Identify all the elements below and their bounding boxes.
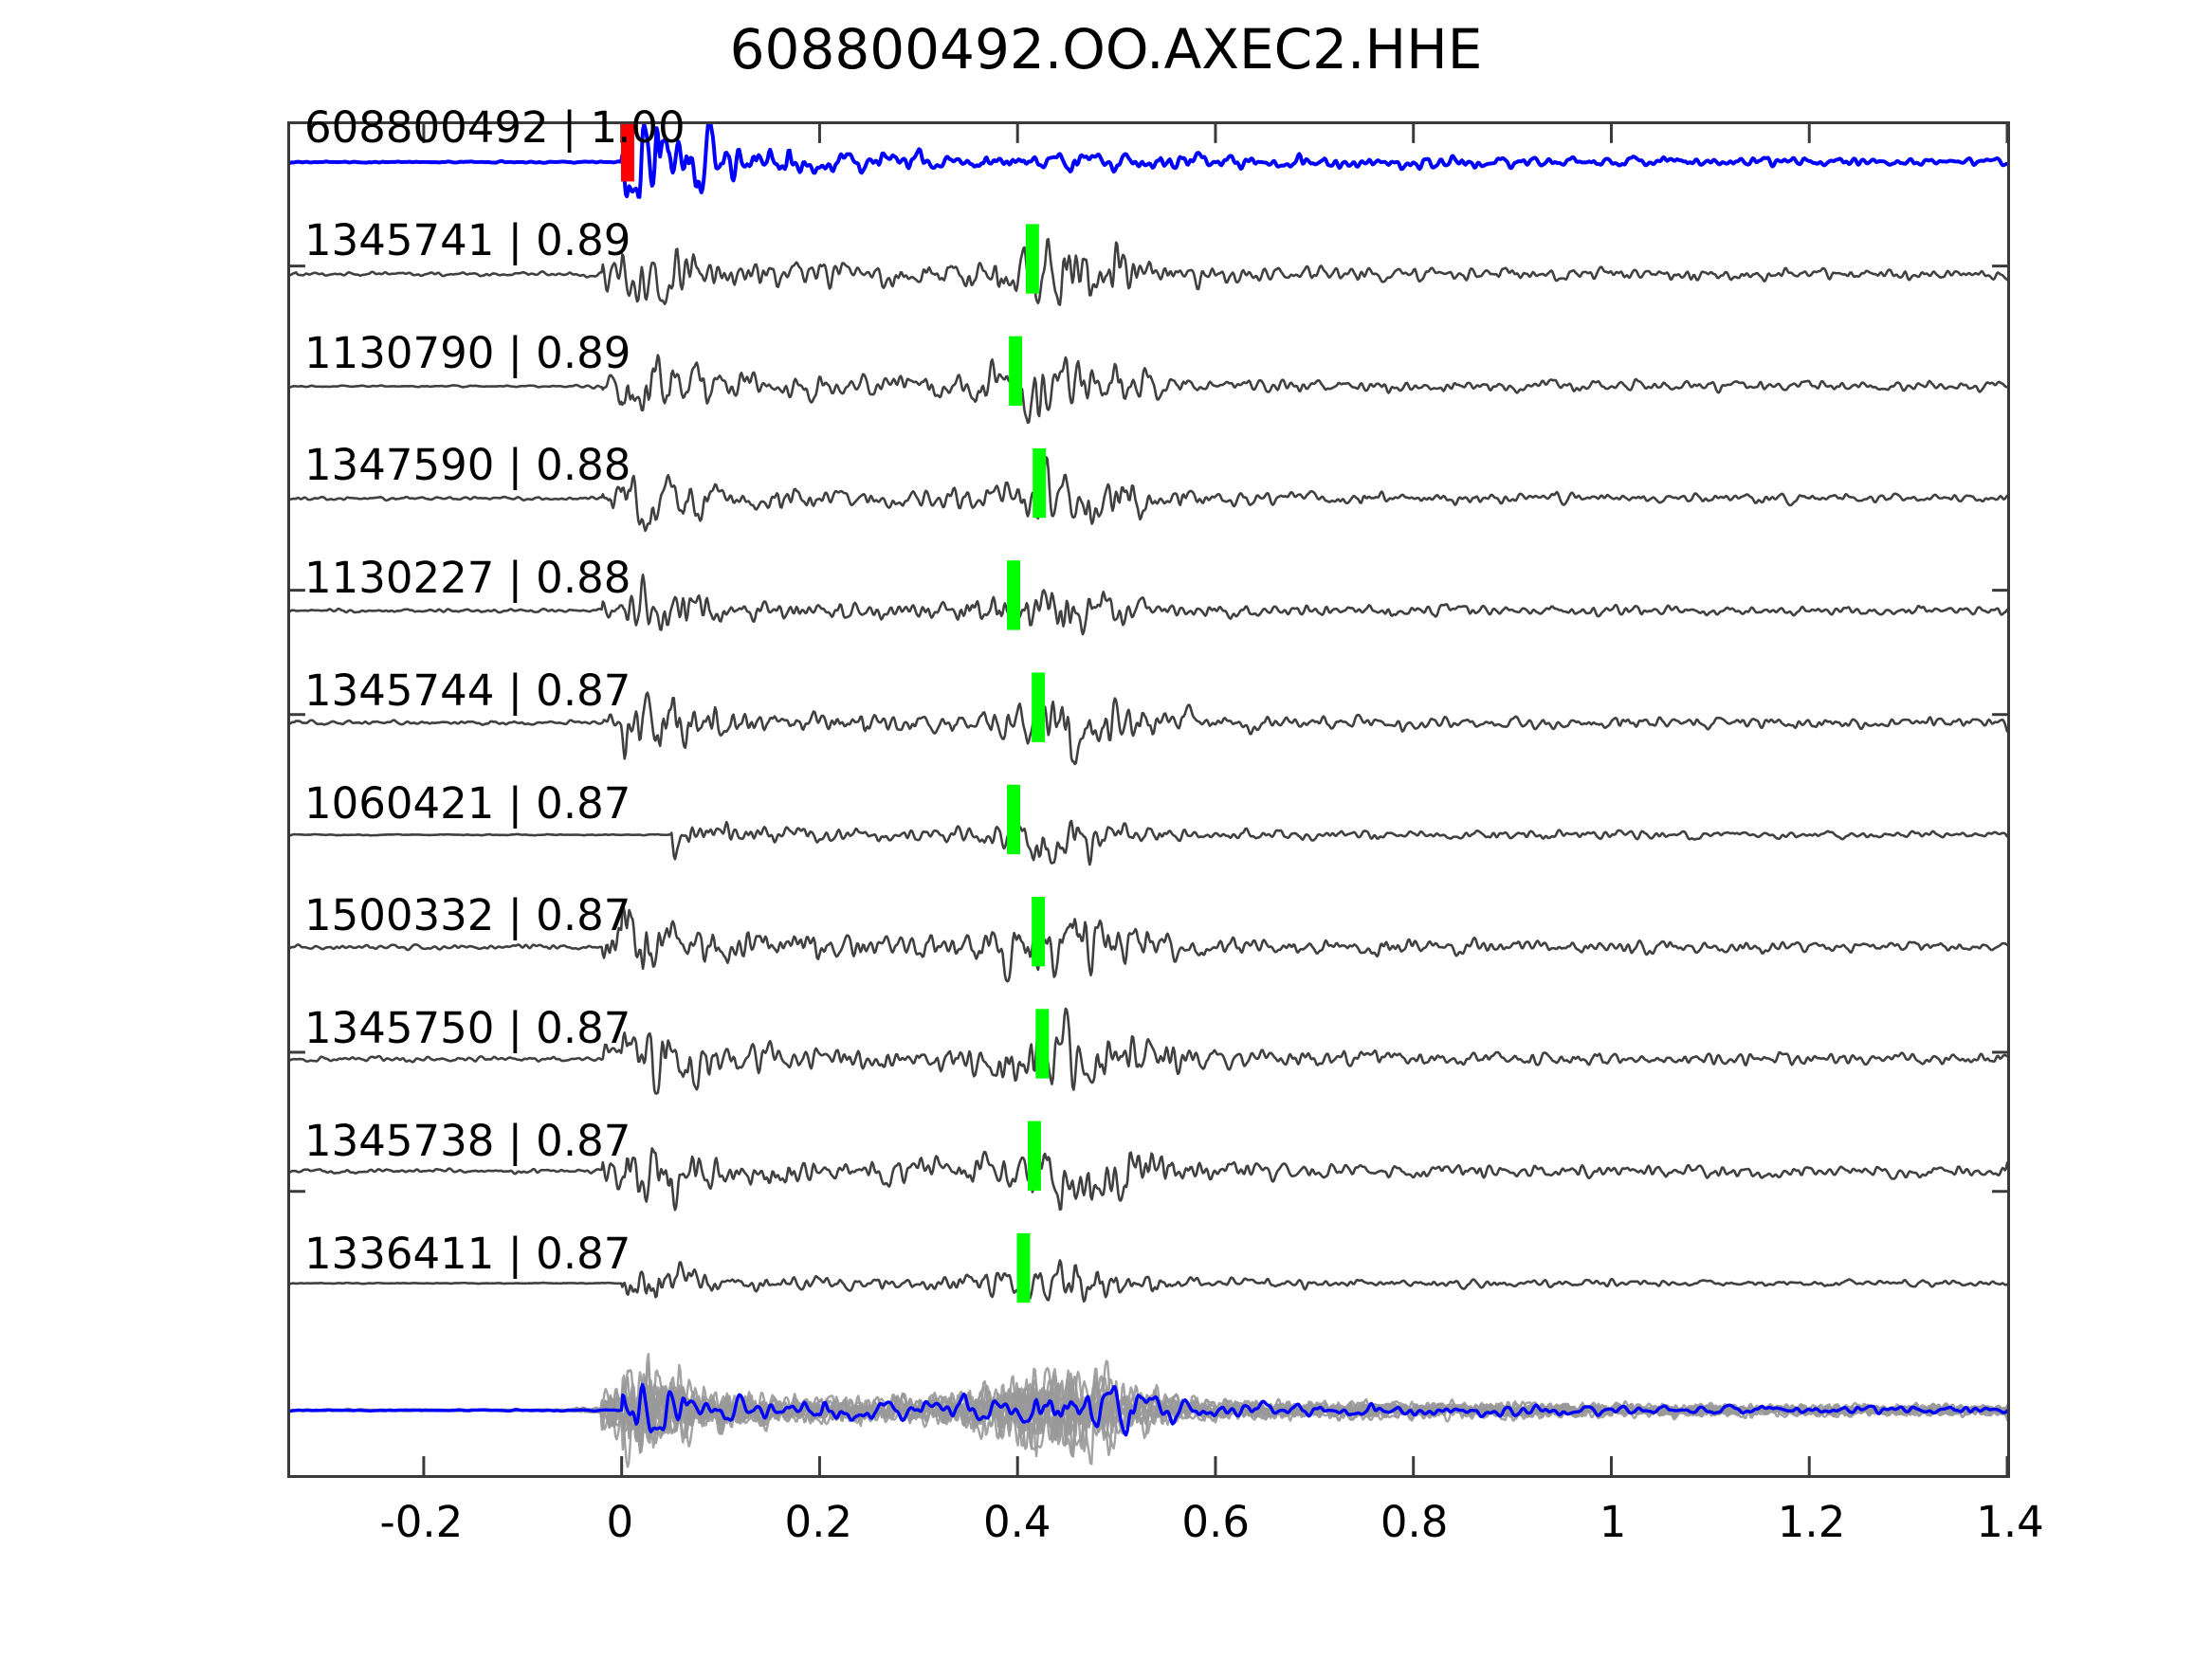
trace-label-1345741: 1345741 | 0.89	[304, 214, 631, 265]
trace-label-1130790: 1130790 | 0.89	[304, 327, 631, 378]
x-tick-label-2: 0.2	[784, 1497, 853, 1547]
trace-label-1345744: 1345744 | 0.87	[304, 665, 631, 716]
detection-pick-1345738[interactable]	[1027, 1121, 1041, 1191]
waveform-trace-1500332	[290, 905, 2007, 983]
detection-pick-1130227[interactable]	[1007, 560, 1020, 630]
detection-pick-1060421[interactable]	[1007, 784, 1020, 855]
waveform-trace-1345750	[290, 1007, 2007, 1095]
stack-reference-trace	[290, 1382, 2007, 1437]
trace-label-1500332: 1500332 | 0.87	[304, 890, 631, 941]
trace-label-1060421: 1060421 | 0.87	[304, 777, 631, 829]
x-tick-label-5: 0.8	[1380, 1497, 1449, 1547]
waveform-trace-608800492	[290, 124, 2007, 199]
waveform-trace-1347590	[290, 456, 2007, 533]
detection-pick-1345744[interactable]	[1032, 672, 1046, 742]
detection-pick-1345741[interactable]	[1025, 224, 1039, 294]
stack-gray-trace	[290, 1359, 2007, 1441]
x-tick-label-8: 1.4	[1976, 1497, 2044, 1547]
trace-label-1345750: 1345750 | 0.87	[304, 1003, 631, 1054]
detection-pick-1336411[interactable]	[1016, 1232, 1031, 1304]
waveform-trace-1130227	[290, 574, 2007, 636]
detection-pick-1500332[interactable]	[1032, 897, 1046, 967]
waveform-traces	[290, 124, 2007, 1475]
x-tick-label-7: 1.2	[1777, 1497, 1846, 1547]
waveform-trace-1345741	[290, 237, 2007, 306]
waveform-trace-1336411	[290, 1259, 2007, 1304]
x-tick-label-0: -0.2	[379, 1497, 464, 1547]
x-tick-label-6: 1	[1599, 1497, 1627, 1547]
trace-label-1345738: 1345738 | 0.87	[304, 1116, 631, 1167]
template-pick-608800492[interactable]	[620, 124, 634, 182]
detection-pick-1130790[interactable]	[1009, 336, 1023, 406]
waveform-trace-1130790	[290, 354, 2007, 425]
trace-label-1130227: 1130227 | 0.88	[304, 553, 631, 604]
trace-label-1347590: 1347590 | 0.88	[304, 440, 631, 491]
page-title: 608800492.OO.AXEC2.HHE	[729, 17, 1483, 82]
plot-axes[interactable]	[287, 121, 2010, 1478]
waveform-trace-1345738	[290, 1147, 2007, 1212]
waveform-trace-1060421	[290, 819, 2007, 866]
x-tick-label-4: 0.6	[1181, 1497, 1250, 1547]
detection-pick-1347590[interactable]	[1033, 447, 1047, 519]
trace-label-1336411: 1336411 | 0.87	[304, 1228, 631, 1279]
x-tick-label-3: 0.4	[982, 1497, 1051, 1547]
detection-pick-1345750[interactable]	[1035, 1009, 1050, 1079]
trace-label-608800492: 608800492 | 1.00	[304, 102, 686, 154]
x-tick-label-1: 0	[606, 1497, 634, 1547]
waveform-trace-1345744	[290, 691, 2007, 766]
